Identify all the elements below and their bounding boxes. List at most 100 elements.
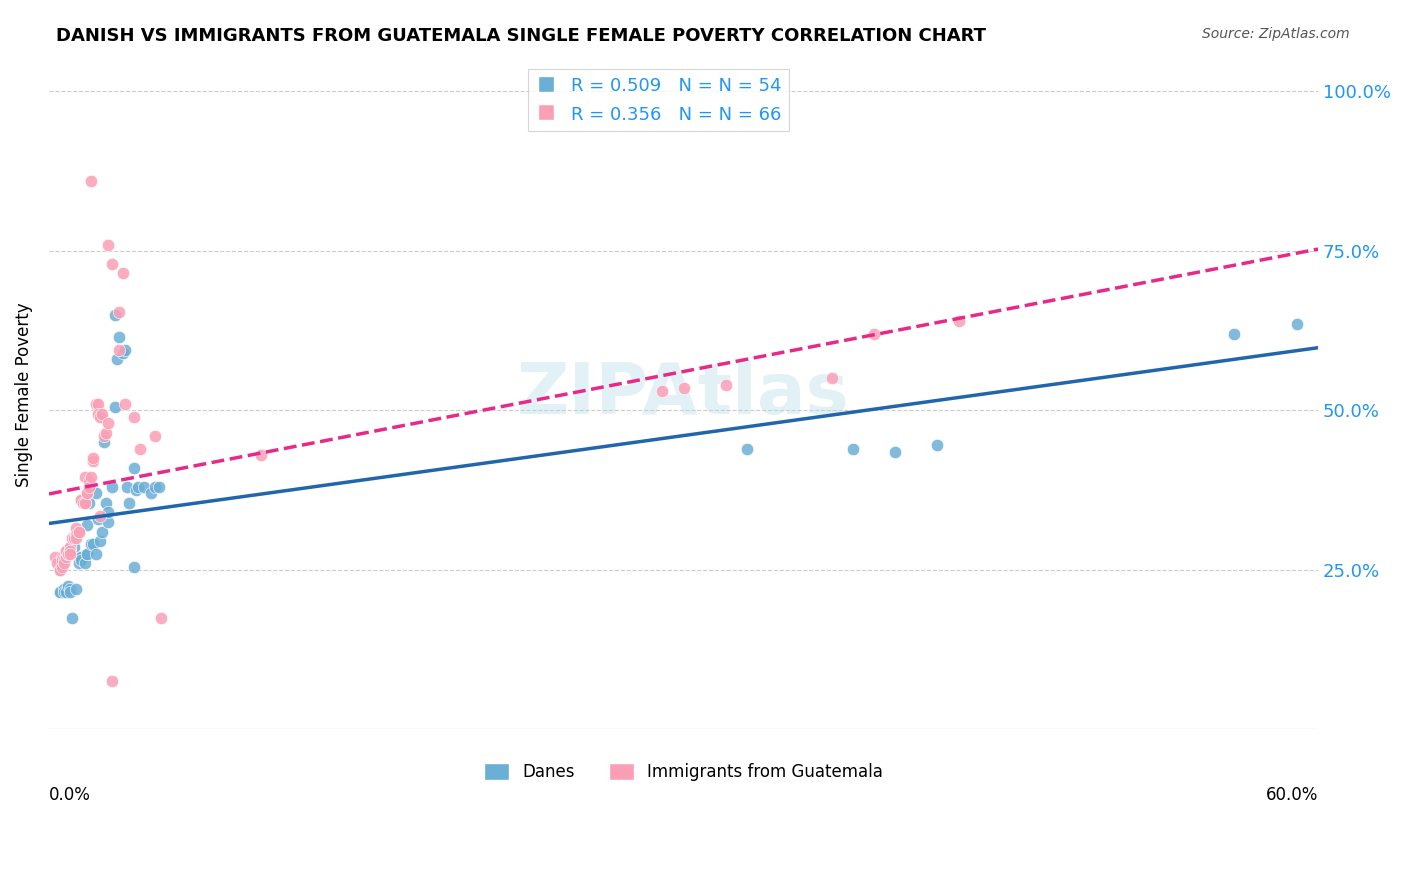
Point: [69, 550, 91, 565]
Point: [107, 343, 129, 357]
Point: [55, 550, 77, 565]
Point: [59, 543, 82, 558]
Point: [82, 537, 104, 551]
Point: [89, 409, 111, 424]
Point: [44, 550, 66, 565]
Point: [60, 610, 83, 624]
Point: [1285, 318, 1308, 332]
Point: [86, 397, 108, 411]
Point: [714, 377, 737, 392]
Point: [86, 512, 108, 526]
Legend: R = 0.509   N = N = 54, R = 0.356   N = N = 66: R = 0.509 N = N = 54, R = 0.356 N = N = …: [527, 69, 789, 131]
Point: [118, 496, 141, 510]
Point: [101, 674, 124, 689]
Point: [60, 531, 83, 545]
Point: [69, 550, 91, 565]
Point: [114, 343, 136, 357]
Point: [69, 492, 91, 507]
Point: [93, 429, 115, 443]
Point: [46, 557, 69, 571]
Point: [84, 547, 107, 561]
Point: [76, 518, 98, 533]
Point: [107, 304, 129, 318]
Point: [55, 543, 77, 558]
Point: [69, 492, 91, 507]
Point: [67, 524, 90, 539]
Point: [125, 483, 148, 497]
Point: [59, 547, 82, 561]
Point: [73, 496, 96, 510]
Point: [143, 429, 166, 443]
Point: [52, 553, 75, 567]
Point: [94, 425, 117, 440]
Point: [48, 563, 70, 577]
Point: [48, 585, 70, 599]
Point: [56, 547, 79, 561]
Point: [842, 442, 865, 456]
Point: [115, 480, 138, 494]
Point: [122, 460, 145, 475]
Point: [65, 582, 87, 596]
Point: [76, 486, 98, 500]
Point: [139, 486, 162, 500]
Point: [97, 416, 120, 430]
Point: [107, 330, 129, 344]
Point: [90, 407, 112, 421]
Point: [103, 400, 125, 414]
Point: [51, 553, 73, 567]
Point: [48, 563, 70, 577]
Point: [51, 550, 73, 565]
Point: [51, 559, 73, 574]
Point: [55, 585, 77, 599]
Point: [89, 508, 111, 523]
Point: [73, 470, 96, 484]
Point: [101, 480, 124, 494]
Point: [948, 314, 970, 328]
Point: [55, 543, 77, 558]
Point: [56, 547, 79, 561]
Point: [80, 537, 103, 551]
Point: [65, 527, 87, 541]
Point: [77, 496, 100, 510]
Point: [651, 384, 673, 399]
Point: [127, 480, 149, 494]
Point: [59, 541, 82, 555]
Point: [56, 579, 79, 593]
Point: [97, 237, 120, 252]
Point: [93, 435, 115, 450]
Point: [67, 524, 90, 539]
Point: [65, 521, 87, 535]
Point: [111, 266, 134, 280]
Point: [134, 480, 156, 494]
Point: [105, 352, 128, 367]
Point: [122, 409, 145, 424]
Point: [90, 524, 112, 539]
Point: [101, 257, 124, 271]
Point: [77, 474, 100, 488]
Point: [80, 470, 103, 484]
Point: [65, 531, 87, 545]
Point: [735, 442, 758, 456]
Point: [672, 381, 695, 395]
Point: [72, 496, 94, 510]
Point: [76, 486, 98, 500]
Point: [150, 610, 173, 624]
Point: [59, 585, 82, 599]
Point: [249, 448, 271, 462]
Text: Source: ZipAtlas.com: Source: ZipAtlas.com: [1202, 27, 1350, 41]
Point: [69, 553, 91, 567]
Point: [884, 445, 907, 459]
Point: [84, 486, 107, 500]
Text: 60.0%: 60.0%: [1265, 786, 1319, 805]
Point: [52, 557, 75, 571]
Point: [114, 397, 136, 411]
Point: [1222, 326, 1244, 341]
Point: [80, 174, 103, 188]
Point: [82, 451, 104, 466]
Point: [48, 585, 70, 599]
Point: [122, 559, 145, 574]
Point: [863, 326, 886, 341]
Point: [84, 397, 107, 411]
Point: [73, 557, 96, 571]
Point: [63, 541, 86, 555]
